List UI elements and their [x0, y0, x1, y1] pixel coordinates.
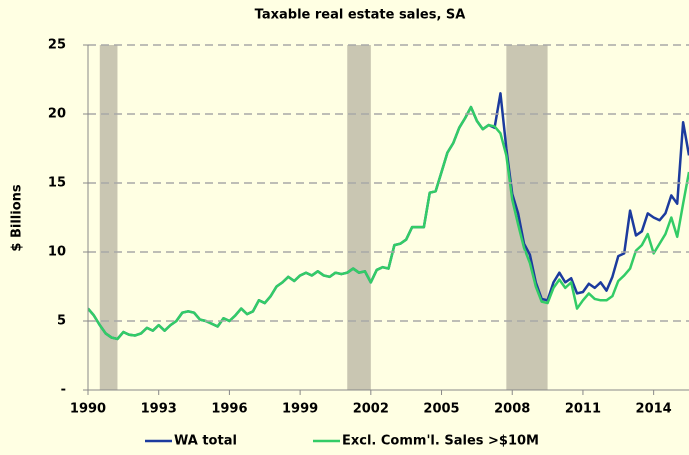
legend-label: Excl. Comm'l. Sales >$10M: [342, 434, 539, 449]
y-tick-label: 5: [57, 314, 66, 329]
x-tick-label: 1993: [141, 402, 177, 417]
chart-title: Taxable real estate sales, SA: [255, 8, 466, 23]
x-tick-label: 1996: [211, 402, 247, 417]
shaded-range: [506, 45, 548, 390]
y-tick-label: 25: [48, 38, 66, 53]
y-axis-label: $ Billions: [10, 184, 25, 251]
x-tick-label: 1990: [70, 402, 106, 417]
x-tick-label: 2005: [423, 402, 459, 417]
y-tick-label: 20: [48, 107, 66, 122]
y-tick-label: -: [61, 383, 66, 398]
series-line: [88, 105, 689, 341]
y-tick-label: 15: [48, 176, 66, 191]
shaded-range: [347, 45, 371, 390]
x-tick-label: 2008: [494, 402, 530, 417]
x-tick-label: 2011: [565, 402, 601, 417]
plot-area: [88, 45, 689, 390]
x-tick-label: 2014: [636, 402, 672, 417]
legend-label: WA total: [174, 434, 237, 449]
shaded-range: [99, 45, 118, 390]
x-tick-label: 2002: [353, 402, 389, 417]
y-tick-label: 10: [48, 245, 66, 260]
x-tick-label: 1999: [282, 402, 318, 417]
